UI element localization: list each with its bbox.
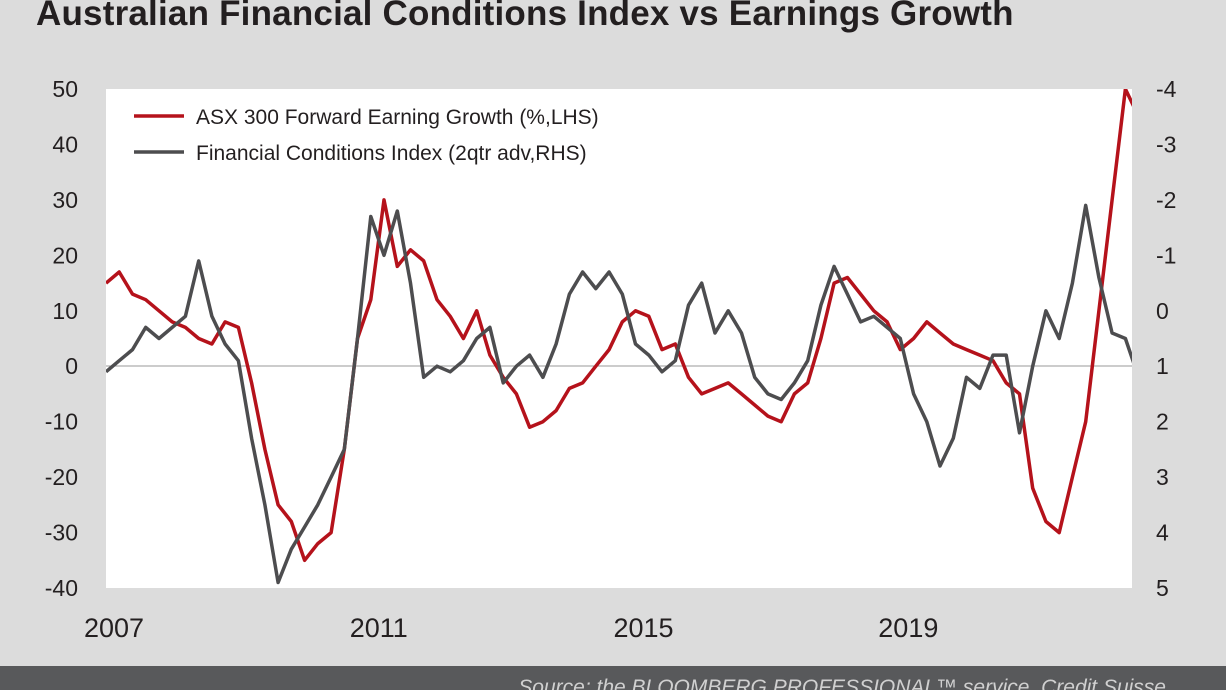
left-tick-label: 20 — [52, 242, 78, 268]
right-axis-ticks: -4 -3 -2 -1 0 1 2 3 4 5 — [1156, 76, 1177, 601]
left-tick-label: -40 — [45, 575, 78, 601]
x-tick-label: 2015 — [614, 613, 674, 643]
right-tick-label: -3 — [1156, 131, 1176, 157]
right-tick-label: 3 — [1156, 464, 1169, 490]
right-tick-label: 2 — [1156, 409, 1169, 435]
series-layer — [106, 89, 1132, 585]
x-axis-ticks: 2007 2011 2015 2019 — [84, 613, 938, 643]
legend-label-fci: Financial Conditions Index (2qtr adv,RHS… — [196, 142, 587, 165]
right-tick-label: 0 — [1156, 298, 1169, 324]
left-tick-label: -30 — [45, 520, 78, 546]
chart-title: Australian Financial Conditions Index vs… — [36, 0, 1014, 33]
right-tick-label: -1 — [1156, 242, 1176, 268]
left-tick-label: 50 — [52, 76, 78, 102]
left-tick-label: 40 — [52, 131, 78, 157]
legend: ASX 300 Forward Earning Growth (%,LHS) F… — [134, 106, 599, 165]
left-tick-label: -20 — [45, 464, 78, 490]
left-tick-label: 30 — [52, 187, 78, 213]
right-tick-label: -4 — [1156, 76, 1177, 102]
x-tick-label: 2019 — [878, 613, 938, 643]
right-tick-label: -2 — [1156, 187, 1176, 213]
left-tick-label: -10 — [45, 409, 78, 435]
source-bar: Source: the BLOOMBERG PROFESSIONAL™ serv… — [0, 666, 1226, 690]
right-tick-label: 4 — [1156, 520, 1169, 546]
left-tick-label: 0 — [65, 353, 78, 379]
right-tick-label: 5 — [1156, 575, 1169, 601]
financial-conditions-line — [106, 203, 1132, 585]
source-text: Source: the BLOOMBERG PROFESSIONAL™ serv… — [518, 676, 1166, 690]
x-tick-label: 2011 — [350, 613, 408, 643]
x-tick-label: 2007 — [84, 613, 144, 643]
legend-label-earnings: ASX 300 Forward Earning Growth (%,LHS) — [196, 106, 599, 129]
right-tick-label: 1 — [1156, 353, 1169, 379]
left-tick-label: 10 — [52, 298, 78, 324]
earnings-growth-line — [106, 89, 1132, 563]
left-axis-ticks: 50 40 30 20 10 0 -10 -20 -30 -40 — [45, 76, 78, 601]
